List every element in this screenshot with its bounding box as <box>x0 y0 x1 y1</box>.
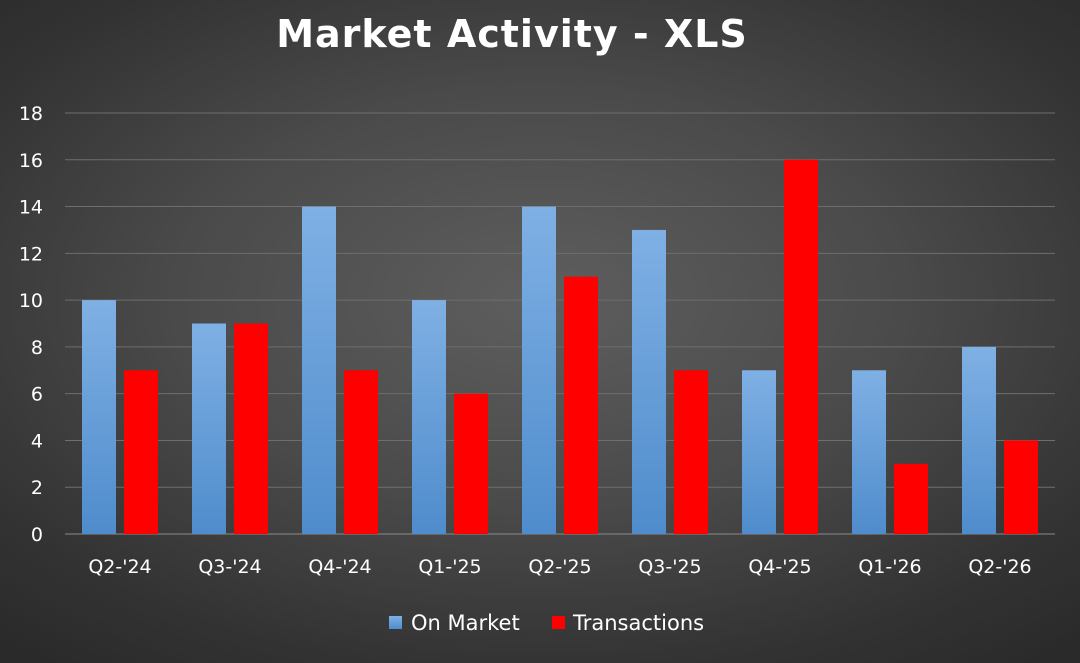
legend: On Market Transactions <box>389 611 704 635</box>
bar-transactions <box>784 159 818 534</box>
bar-on-market <box>522 206 556 535</box>
y-tick-label: 14 <box>19 197 43 219</box>
y-tick-label: 4 <box>31 430 43 452</box>
bar-transactions <box>454 393 488 534</box>
bar-on-market <box>82 300 116 534</box>
y-tick-label: 2 <box>31 477 43 499</box>
bar-transactions <box>894 463 928 534</box>
bar-transactions <box>564 276 598 534</box>
x-tick-label: Q3-'24 <box>198 556 261 578</box>
bar-on-market <box>742 370 776 534</box>
legend-swatch-transactions <box>552 616 565 629</box>
y-axis-ticks: 0 2 4 6 8 10 12 14 16 18 <box>19 103 43 546</box>
x-tick-label: Q1-'26 <box>858 556 921 578</box>
y-tick-label: 16 <box>19 150 43 172</box>
legend-swatch-on-market <box>389 616 402 629</box>
bar-transactions <box>344 370 378 534</box>
y-tick-label: 10 <box>19 290 43 312</box>
bar-on-market <box>962 346 996 534</box>
bar-on-market <box>192 323 226 534</box>
x-tick-label: Q4-'24 <box>308 556 371 578</box>
x-tick-label: Q3-'25 <box>638 556 701 578</box>
x-tick-label: Q2-'26 <box>968 556 1031 578</box>
y-tick-label: 0 <box>31 524 43 546</box>
bar-on-market <box>632 229 666 534</box>
x-tick-label: Q4-'25 <box>748 556 811 578</box>
gridlines <box>65 112 1055 535</box>
y-tick-label: 18 <box>19 103 43 125</box>
bar-transactions <box>674 370 708 534</box>
bar-transactions <box>234 323 268 534</box>
bars <box>82 159 1038 535</box>
bar-on-market <box>412 300 446 534</box>
legend-label-transactions: Transactions <box>572 611 704 635</box>
x-tick-label: Q2-'25 <box>528 556 591 578</box>
legend-label-on-market: On Market <box>411 611 520 635</box>
chart-title: Market Activity - XLS <box>276 12 748 56</box>
bar-transactions <box>124 370 158 534</box>
bar-on-market <box>302 206 336 535</box>
bar-transactions <box>1004 440 1038 534</box>
x-tick-label: Q2-'24 <box>88 556 151 578</box>
x-axis-ticks: Q2-'24 Q3-'24 Q4-'24 Q1-'25 Q2-'25 Q3-'25 Q4-'… <box>88 556 1031 578</box>
y-tick-label: 8 <box>31 337 43 359</box>
x-tick-label: Q1-'25 <box>418 556 481 578</box>
bar-on-market <box>852 370 886 534</box>
y-tick-label: 6 <box>31 384 43 406</box>
y-tick-label: 12 <box>19 243 43 265</box>
